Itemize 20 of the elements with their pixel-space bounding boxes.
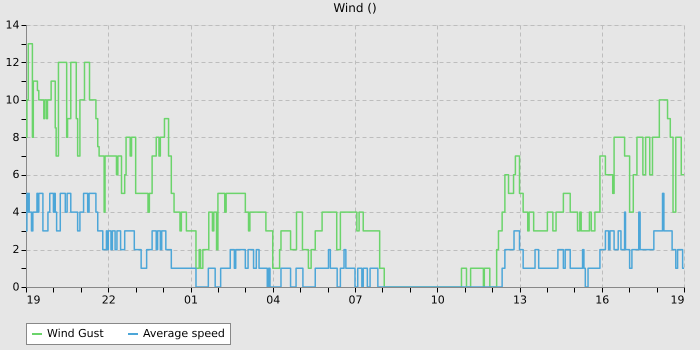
x-tick-label: 19 (26, 294, 40, 306)
y-tick-label: 6 (12, 168, 20, 182)
y-tick-label: 4 (12, 206, 20, 219)
x-tick-label: 19 (670, 294, 684, 306)
x-tick-label: 07 (348, 294, 362, 306)
legend-label: Wind Gust (47, 327, 104, 340)
x-tick-label: 16 (595, 294, 610, 306)
y-tick-label: 0 (12, 280, 20, 294)
y-tick-label: 10 (6, 93, 20, 106)
x-tick-label: 04 (266, 294, 280, 306)
y-tick-label: 12 (6, 56, 20, 69)
legend-label: Average speed (143, 327, 225, 340)
y-tick-label: 14 (6, 18, 20, 32)
x-tick-label: 22 (102, 294, 116, 306)
y-tick-label: 2 (12, 243, 20, 256)
x-tick-label: 13 (513, 294, 527, 306)
y-tick-label: 8 (12, 130, 20, 144)
chart-title: Wind () (333, 1, 377, 15)
x-tick-label: 10 (430, 294, 445, 306)
x-tick-label: 01 (184, 294, 198, 306)
